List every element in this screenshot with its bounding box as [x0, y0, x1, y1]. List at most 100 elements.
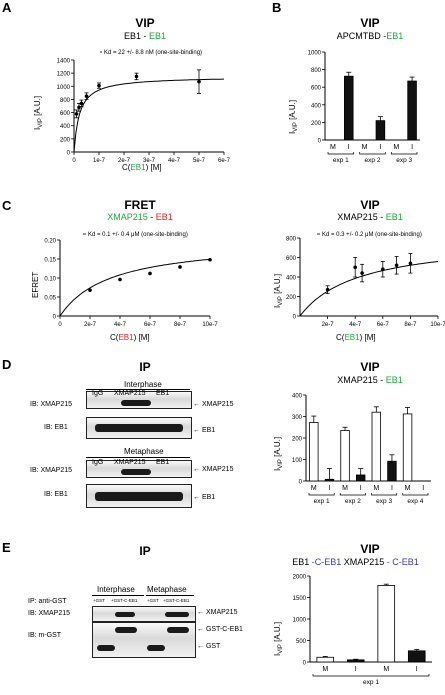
x-axis-label: C(EB1) [M]: [336, 333, 376, 342]
data-point: [178, 265, 182, 269]
band: [115, 612, 135, 617]
divider: [86, 389, 190, 390]
y-tick-label: 200: [311, 121, 322, 127]
y-tick-label: 500: [296, 639, 307, 645]
fit-curve: [73, 78, 224, 153]
ib-label: IB: EB1: [44, 491, 68, 498]
x-tick-label: 6e-7: [377, 322, 390, 328]
band-arrow: ← XMAP215: [197, 609, 238, 616]
category-label: I: [391, 485, 393, 492]
subtitle-part: XMAP215: [107, 212, 148, 222]
blot-e-xmap: [92, 606, 196, 622]
group-label: exp 4: [407, 498, 423, 505]
data-point: [353, 265, 357, 270]
panel-a-subtitle: EB1 - EB1: [80, 31, 210, 41]
category-label: M: [311, 485, 317, 492]
metaphase-label: Metaphase: [124, 447, 164, 456]
panel-c2-subtitle: XMAP215 - EB1: [300, 212, 440, 222]
data-point: [208, 257, 212, 262]
kd-annotation: Kd = 0.1 +/- 0.4 μM (one-site-binding): [88, 232, 188, 238]
subtitle-part: APCMTBD -: [336, 31, 387, 41]
band-arrow: ← GST: [197, 643, 221, 650]
x-tick-label: 5e-7: [193, 158, 206, 164]
category-label: I: [411, 144, 413, 151]
y-tick-label: 1000: [293, 618, 307, 624]
group-label: exp 2: [345, 498, 361, 505]
y-axis-label: EFRET: [31, 272, 40, 298]
ib-label: IB: EB1: [44, 424, 68, 431]
y-axis-label: IVIP [A.U.]: [273, 274, 284, 308]
panel-c-title: FRET: [124, 198, 156, 212]
y-tick-label: 400: [60, 124, 71, 130]
x-tick-label: 4e-7: [349, 322, 362, 328]
subtitle-part: -: [147, 212, 156, 222]
fit-curve: [299, 261, 439, 317]
subtitle-part: EB1: [292, 557, 310, 567]
chart-a: IVIP [A.U.] Kd = 22 +/- 8.8 nM (one-site…: [33, 50, 231, 172]
bar: [309, 422, 319, 482]
ib-label: IB: XMAP215: [28, 610, 71, 617]
category-label: M: [405, 485, 411, 492]
category-label: I: [348, 144, 350, 151]
y-tick-label: 0.05: [44, 296, 56, 302]
y-tick-label: 1000: [308, 51, 322, 57]
y-tick-label: 100: [292, 458, 303, 464]
interphase-label: Interphase: [97, 585, 135, 594]
bar: [324, 478, 335, 482]
y-tick-label: 0.10: [44, 277, 56, 283]
y-tick-label: 1400: [57, 59, 71, 65]
x-axis-label: C(EB1) [M]: [110, 333, 150, 342]
data-point: [197, 79, 201, 84]
lane-label: IgG: [92, 459, 104, 466]
lane-label: +GST: [147, 598, 159, 603]
lane-label: +GST-C-EB1: [163, 598, 190, 603]
category-label: M: [330, 144, 336, 151]
category-label: I: [328, 485, 330, 492]
x-tick-label: 8e-7: [174, 322, 187, 328]
x-tick-label: 8e-7: [404, 322, 417, 328]
category-label: M: [362, 144, 368, 151]
x-axis-label: C(EB1) [M]: [122, 163, 162, 172]
group-bracket: [371, 493, 398, 496]
group-bracket: [390, 152, 418, 155]
subtitle-part: - C-EB1: [384, 557, 419, 567]
data-point: [79, 101, 84, 106]
subtitle-part: EB1 -: [123, 31, 149, 41]
y-tick-label: 300: [292, 415, 303, 421]
bar: [407, 650, 426, 663]
band-arrow: ← XMAP215: [193, 466, 234, 473]
category-label: M: [383, 666, 389, 673]
lane-label: EB1: [156, 390, 170, 397]
blot-d-eb1-inter: [86, 417, 192, 439]
bar: [340, 430, 350, 482]
lane-label: IgG: [92, 390, 104, 397]
x-tick-label: 10e-7: [430, 322, 445, 328]
y-tick-label: 0: [293, 315, 297, 321]
blot-d-eb1-meta: [86, 484, 192, 508]
bar: [316, 656, 335, 663]
group-label: exp 1: [314, 498, 330, 505]
lane-label: +GST-C-EB1: [111, 598, 138, 603]
subtitle-part: EB1: [149, 31, 167, 41]
data-point: [408, 261, 413, 266]
group-label: exp 1: [363, 679, 379, 686]
category-label: I: [416, 666, 418, 673]
panel-e-title: IP: [139, 544, 151, 558]
lane-label: XMAP215: [114, 390, 146, 397]
interphase-label: Interphase: [124, 380, 162, 389]
blot-d-xmap-meta: [86, 460, 192, 478]
y-tick-label: 800: [286, 237, 297, 243]
group-label: exp 3: [376, 498, 392, 505]
bar: [377, 585, 396, 663]
subtitle-part: -C-EB1: [309, 557, 342, 567]
data-point: [97, 83, 101, 88]
category-label: I: [422, 485, 424, 492]
y-axis-label: IVIP [A.U.]: [33, 96, 44, 130]
bar: [355, 474, 366, 482]
data-point: [360, 271, 364, 275]
y-tick-label: 600: [286, 256, 297, 262]
y-tick-label: 200: [286, 295, 297, 301]
subtitle-part: XMAP215 -: [337, 375, 386, 385]
panel-b-title: VIP: [360, 16, 380, 30]
